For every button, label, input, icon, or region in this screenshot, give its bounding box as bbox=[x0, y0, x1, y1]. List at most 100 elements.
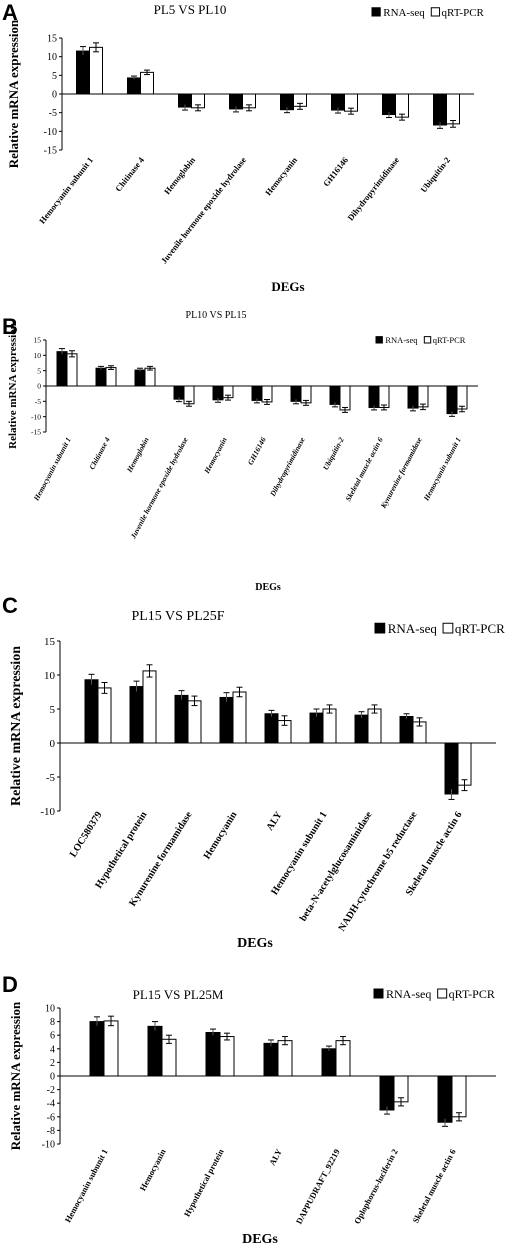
y-tick-label: -10 bbox=[42, 1140, 55, 1151]
x-axis-label: DEGs bbox=[237, 936, 273, 951]
bar-qrt-pcr bbox=[219, 1036, 235, 1077]
y-tick-label: 15 bbox=[47, 34, 57, 45]
legend-swatch-qrt-pcr bbox=[430, 7, 441, 17]
legend-label-qrt-pcr: qRT-PCR bbox=[449, 987, 495, 1001]
bar-rna-seq bbox=[134, 369, 146, 387]
legend-swatch-qrt-pcr bbox=[442, 622, 454, 634]
bar-rna-seq bbox=[321, 1048, 337, 1077]
bar-qrt-pcr bbox=[144, 367, 156, 387]
bar-qrt-pcr bbox=[339, 385, 351, 411]
y-axis-label: Relative mRNA expression bbox=[8, 1001, 23, 1150]
y-axis-label: Relative mRNA expression bbox=[6, 19, 21, 168]
bar-rna-seq bbox=[379, 1075, 395, 1111]
x-axis-label: DEGs bbox=[255, 582, 281, 593]
panel-letter: D bbox=[2, 972, 18, 997]
bar-qrt-pcr bbox=[232, 691, 247, 744]
bar-qrt-pcr bbox=[277, 1040, 293, 1077]
y-tick-label: -10 bbox=[40, 806, 55, 818]
y-tick-label: 0 bbox=[50, 738, 56, 750]
legend-label-rna-seq: RNA-seq bbox=[388, 621, 438, 636]
bar-qrt-pcr bbox=[456, 385, 468, 410]
y-tick-label: 0 bbox=[37, 382, 41, 391]
x-tick-label: GH16146 bbox=[246, 435, 268, 466]
bar-rna-seq bbox=[95, 367, 107, 387]
bar-rna-seq bbox=[407, 385, 419, 409]
x-tick-label: ALY bbox=[265, 809, 285, 833]
y-tick-label: 0 bbox=[52, 90, 57, 101]
x-tick-label: Hemocyanin subunit 1 bbox=[63, 1147, 110, 1224]
x-tick-label: Chitinase 4 bbox=[87, 435, 112, 471]
bar-qrt-pcr bbox=[446, 93, 460, 125]
legend-swatch-qrt-pcr bbox=[437, 988, 448, 999]
bar-rna-seq bbox=[437, 1075, 453, 1123]
bar-rna-seq bbox=[89, 1021, 105, 1077]
bar-rna-seq bbox=[84, 679, 99, 744]
x-tick-label: Hemocyanin bbox=[202, 809, 240, 861]
x-tick-label: Skeletal muscle actin 6 bbox=[343, 436, 384, 503]
bar-qrt-pcr bbox=[367, 708, 382, 744]
bar-rna-seq bbox=[76, 50, 90, 95]
y-axis-label: Relative mRNA expression bbox=[7, 323, 19, 449]
bar-rna-seq bbox=[263, 1042, 279, 1077]
bar-qrt-pcr bbox=[105, 367, 117, 387]
y-tick-label: -5 bbox=[49, 108, 57, 119]
y-tick-label: -2 bbox=[47, 1085, 55, 1096]
panel-b: B PL10 VS PL15 Relative mRNA expression 15 1… bbox=[2, 310, 478, 593]
bar-qrt-pcr bbox=[378, 385, 390, 408]
x-axis-label: DEGs bbox=[271, 279, 304, 294]
bar-qrt-pcr bbox=[89, 46, 103, 95]
x-tick-label: Hemocyanin bbox=[202, 436, 229, 476]
x-tick-label: Juvenile hormone epoxide hydrolase bbox=[159, 155, 248, 266]
x-tick-label: Hemocyanin bbox=[137, 1147, 167, 1192]
bar-qrt-pcr bbox=[457, 742, 472, 786]
bar-rna-seq bbox=[127, 77, 141, 95]
bar-qrt-pcr bbox=[103, 1020, 119, 1077]
chart-title: PL15 VS PL25F bbox=[131, 609, 224, 624]
y-tick-label: 10 bbox=[34, 351, 42, 360]
legend-label-qrt-pcr: qRT-PCR bbox=[442, 7, 485, 19]
y-tick-label: 6 bbox=[50, 1031, 55, 1042]
legend-label-qrt-pcr: qRT-PCR bbox=[433, 335, 466, 345]
y-tick-label: -6 bbox=[47, 1112, 55, 1123]
y-tick-label: 15 bbox=[34, 336, 42, 345]
bar-rna-seq bbox=[219, 696, 234, 744]
x-axis-label: DEGs bbox=[242, 1232, 278, 1247]
bar-qrt-pcr bbox=[322, 708, 337, 744]
bar-qrt-pcr bbox=[187, 700, 202, 744]
x-tick-label: Hemocyanin subunit 1 bbox=[37, 155, 95, 226]
y-tick-label: -10 bbox=[44, 127, 57, 138]
x-tick-label: Dihydropyrimidinase bbox=[345, 155, 401, 223]
bar-rna-seq bbox=[444, 742, 459, 795]
bar-rna-seq bbox=[129, 686, 144, 744]
chart-title: PL5 VS PL10 bbox=[154, 2, 227, 17]
bar-qrt-pcr bbox=[451, 1075, 467, 1118]
y-tick-label: 5 bbox=[37, 366, 41, 375]
bar-rna-seq bbox=[368, 385, 380, 408]
x-tick-label: Hypothetical protein bbox=[182, 1147, 226, 1218]
y-tick-label: 10 bbox=[47, 52, 57, 63]
legend-swatch-rna-seq bbox=[371, 7, 381, 17]
bar-qrt-pcr bbox=[161, 1038, 177, 1077]
legend-label-rna-seq: RNA-seq bbox=[386, 987, 431, 1001]
bar-qrt-pcr bbox=[66, 353, 78, 387]
x-tick-label: GH16146 bbox=[321, 155, 350, 188]
legend-swatch-qrt-pcr bbox=[423, 336, 432, 344]
y-tick-label: 2 bbox=[50, 1058, 55, 1069]
legend-swatch-rna-seq bbox=[374, 622, 386, 634]
x-tick-label: Hemocyanin bbox=[263, 155, 299, 197]
y-tick-label: 10 bbox=[44, 670, 56, 682]
x-tick-label: NADH-cytochrome b5 reductase bbox=[337, 809, 420, 933]
bar-rna-seq bbox=[354, 714, 369, 744]
y-tick-label: -10 bbox=[31, 412, 41, 421]
legend-label-qrt-pcr: qRT-PCR bbox=[455, 621, 505, 636]
y-tick-label: -4 bbox=[47, 1099, 55, 1110]
bar-qrt-pcr bbox=[142, 670, 157, 744]
x-tick-label: Skeletal muscle actin 6 bbox=[410, 1147, 458, 1224]
y-tick-label: 5 bbox=[50, 704, 56, 716]
x-tick-label: Oplophorus-luciferin 2 bbox=[352, 1147, 400, 1225]
bar-qrt-pcr bbox=[335, 1040, 351, 1077]
x-tick-label: Hemocyanin subunit 1 bbox=[31, 436, 72, 503]
x-tick-label: DAPPUDRAFT_92219 bbox=[294, 1147, 342, 1225]
